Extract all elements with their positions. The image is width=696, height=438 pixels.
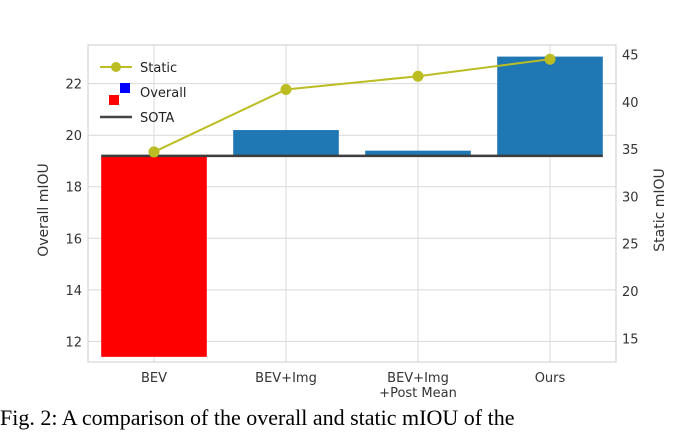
left-y-axis: 12 14 16 18 20 22 (65, 78, 82, 351)
bar-2 (365, 150, 471, 156)
x-tick-label-3: Ours (535, 371, 566, 386)
bar-3 (497, 56, 603, 156)
legend-static-marker (111, 62, 121, 72)
right-tick-label: 30 (622, 190, 639, 205)
legend-overall-patch-red (109, 95, 119, 105)
bar-1 (233, 130, 339, 156)
static-point-1 (280, 83, 292, 95)
bars (101, 56, 603, 357)
x-tick-label-2: +Post Mean (379, 386, 457, 400)
left-tick-label: 16 (65, 232, 82, 247)
left-tick-label: 14 (65, 284, 82, 299)
static-line (153, 58, 551, 153)
legend-label: Static (140, 61, 177, 76)
right-tick-label: 35 (622, 143, 639, 158)
legend-label: SOTA (140, 111, 174, 126)
static-point-2 (412, 70, 424, 82)
static-series (148, 53, 556, 158)
legend-label: Overall (140, 86, 186, 101)
left-axis-label: Overall mIOU (36, 163, 52, 257)
left-tick-label: 22 (65, 78, 82, 93)
right-y-axis: 15 20 25 30 35 40 45 (622, 48, 639, 347)
right-tick-label: 45 (622, 48, 639, 63)
right-axis-label: Static mIOU (652, 168, 668, 252)
left-tick-label: 18 (65, 181, 82, 196)
plot-border (87, 44, 617, 363)
x-tick-label-1: BEV+Img (255, 371, 317, 386)
static-point-3 (544, 53, 556, 65)
left-tick-label: 20 (65, 129, 82, 144)
bar-0 (101, 155, 207, 357)
right-tick-label: 40 (622, 96, 639, 111)
static-point-0 (148, 146, 160, 158)
figure-caption: Fig. 2: A comparison of the overall and … (0, 405, 515, 430)
x-tick-label-0: BEV (141, 371, 167, 386)
right-tick-label: 25 (622, 238, 639, 253)
chart: 12 14 16 18 20 22 15 20 25 30 35 40 45 BEV BEV+Img BE… (36, 44, 668, 400)
legend: Static Overall SOTA (100, 61, 186, 126)
plot-frame (87, 44, 617, 363)
left-tick-label: 12 (65, 335, 82, 350)
right-tick-label: 15 (622, 332, 639, 347)
legend-overall-patch-blue (120, 83, 130, 93)
right-tick-label: 20 (622, 285, 639, 300)
x-tick-label-2: BEV+Img (387, 371, 449, 386)
